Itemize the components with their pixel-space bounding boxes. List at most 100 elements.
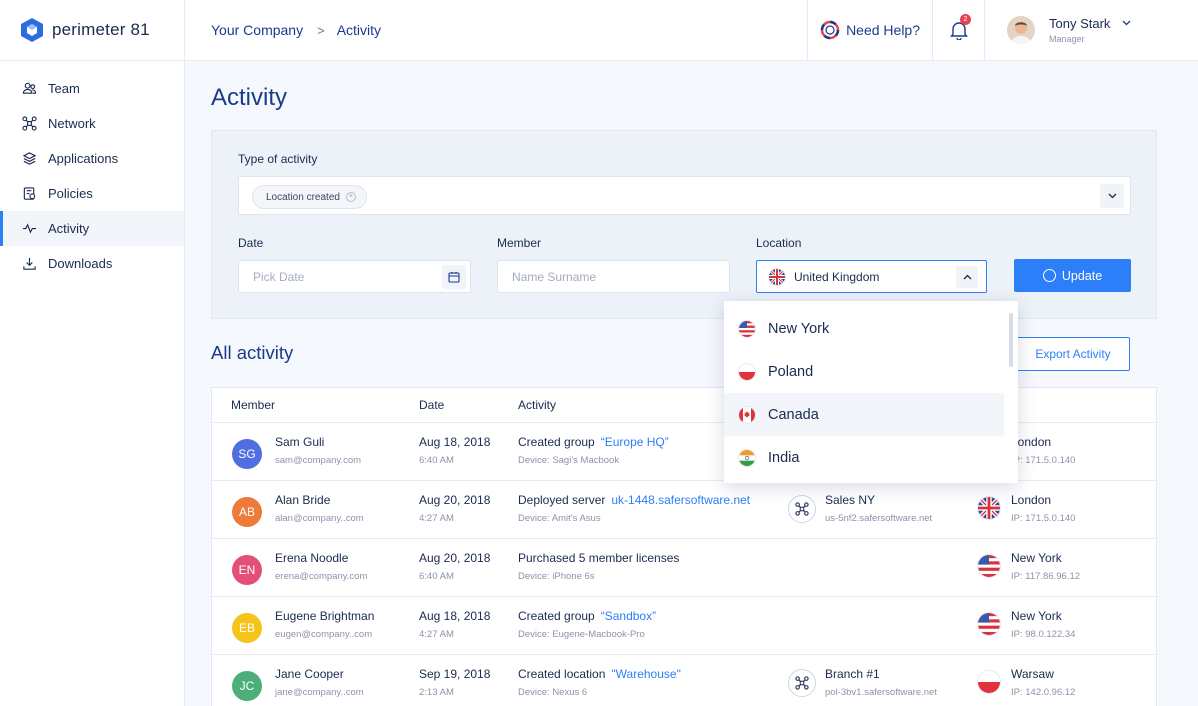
location-option-new-york[interactable]: New York [724, 307, 1018, 350]
location-option-india[interactable]: India [724, 436, 1018, 479]
sidebar-item-applications[interactable]: Applications [0, 141, 184, 176]
help-button[interactable]: Need Help? [807, 0, 932, 61]
chevron-up-icon[interactable] [956, 266, 978, 288]
location-name: New York [1011, 609, 1062, 623]
date-input[interactable] [253, 269, 413, 284]
network-host: pol-3bv1.safersoftware.net [825, 687, 937, 698]
chevron-right-icon: > [317, 22, 325, 38]
logo-icon [21, 18, 43, 42]
location-option-canada[interactable]: Canada [724, 393, 1004, 436]
column-header-member[interactable]: Member [231, 398, 276, 412]
chevron-down-icon [1122, 20, 1131, 26]
filter-panel: Type of activity Location created × Date… [211, 130, 1157, 319]
network-icon [22, 116, 37, 131]
activity-time: 2:13 AM [419, 687, 454, 698]
activity-target-link[interactable]: "Warehouse" [611, 667, 681, 681]
network-name: Branch #1 [825, 667, 880, 681]
sidebar-item-activity[interactable]: Activity [0, 211, 184, 246]
location-option-poland[interactable]: Poland [724, 350, 1018, 393]
location-value: United Kingdom [794, 269, 880, 284]
breadcrumb-current: Activity [336, 22, 382, 38]
member-label: Member [497, 236, 542, 250]
sidebar-item-network[interactable]: Network [0, 106, 184, 141]
sidebar-item-label: Applications [48, 151, 119, 166]
breadcrumb: Your Company > Activity [185, 22, 807, 38]
dropdown-scrollbar[interactable] [1009, 313, 1013, 367]
calendar-icon[interactable] [442, 265, 466, 289]
location-ip: IP: 117.86.96.12 [1011, 571, 1081, 582]
date-field[interactable] [238, 260, 471, 293]
notifications-button[interactable]: 2 [932, 0, 984, 61]
user-menu[interactable]: Tony Stark Manager [984, 0, 1198, 61]
sidebar-item-team[interactable]: Team [0, 71, 184, 106]
update-button[interactable]: Update [1014, 259, 1131, 292]
activity-description: Created location "Warehouse" [518, 667, 681, 681]
activity-description: Deployed server uk-1448.safersoftware.net [518, 493, 750, 507]
activity-icon [22, 223, 37, 234]
export-activity-button[interactable]: Export Activity [1016, 337, 1130, 371]
filter-chip-label: Location created [266, 191, 340, 203]
update-label: Update [1061, 268, 1103, 283]
activity-type-select[interactable]: Location created × [238, 176, 1131, 215]
member-avatar: AB [232, 497, 262, 527]
member-field[interactable] [497, 260, 730, 293]
activity-target-link[interactable]: uk-1448.safersoftware.net [611, 493, 751, 507]
member-avatar: JC [232, 671, 262, 701]
location-option-label: Poland [768, 363, 814, 380]
activity-device: Device: Nexus 6 [518, 687, 588, 698]
location-name: London [1011, 493, 1052, 507]
table-row[interactable]: EB Eugene Brightman eugen@company..com Aug … [212, 597, 1156, 655]
pl-flag-icon [978, 671, 1000, 693]
section-title: All activity [211, 342, 294, 363]
ca-flag-icon [739, 406, 755, 423]
pl-flag-icon [739, 363, 755, 380]
avatar [1007, 16, 1035, 44]
activity-target-link[interactable]: “Europe HQ” [600, 435, 669, 449]
in-flag-icon [739, 449, 755, 466]
table-row[interactable]: JC Jane Cooper jane@company..com Sep 19, 20… [212, 655, 1156, 706]
location-name: Warsaw [1011, 667, 1054, 681]
location-option-label: India [768, 449, 800, 466]
activity-date: Aug 18, 2018 [419, 609, 491, 623]
us-flag-icon [978, 555, 1000, 577]
uk-flag-icon [769, 268, 785, 285]
sidebar-nav: Team Network Applications Policies Activ… [0, 61, 184, 281]
activity-action: Purchased 5 member licenses [518, 551, 680, 565]
activity-action: Created group [518, 609, 595, 623]
notification-badge: 2 [960, 13, 971, 25]
close-icon[interactable]: × [345, 192, 356, 202]
breadcrumb-company[interactable]: Your Company [211, 22, 304, 38]
sidebar-item-label: Team [48, 81, 80, 96]
sidebar-item-label: Network [48, 116, 96, 131]
logo[interactable]: perimeter 81 [0, 0, 184, 61]
column-header-date[interactable]: Date [419, 398, 445, 412]
activity-time: 4:27 AM [419, 513, 454, 524]
sidebar-item-label: Policies [48, 186, 93, 201]
location-ip: IP: 142.0.96.12 [1011, 687, 1076, 698]
sidebar-item-downloads[interactable]: Downloads [0, 246, 184, 281]
sidebar-item-policies[interactable]: Policies [0, 176, 184, 211]
applications-icon [22, 152, 37, 165]
location-name: New York [1011, 551, 1062, 565]
member-name: Erena Noodle [275, 551, 349, 565]
filter-chip[interactable]: Location created × [252, 185, 367, 209]
member-input[interactable] [512, 269, 672, 284]
column-header-activity[interactable]: Activity [518, 398, 557, 412]
location-ip: IP: 98.0.122.34 [1011, 629, 1076, 640]
table-row[interactable]: AB Alan Bride alan@company..com Aug 20, 201… [212, 481, 1156, 539]
activity-target-link[interactable]: “Sandbox” [600, 609, 657, 623]
help-label: Need Help? [846, 22, 920, 38]
downloads-icon [23, 257, 36, 270]
chevron-down-icon[interactable] [1100, 184, 1124, 208]
member-name: Jane Cooper [275, 667, 344, 681]
activity-device: Device: iPhone 6s [518, 571, 595, 582]
activity-date: Aug 20, 2018 [419, 551, 491, 565]
activity-time: 6:40 AM [419, 455, 454, 466]
member-email: eugen@company..com [275, 629, 373, 640]
location-ip: IP: 171.5.0.140 [1011, 513, 1076, 524]
activity-device: Device: Sagi's Macbook [518, 455, 620, 466]
location-select[interactable]: United Kingdom [756, 260, 987, 293]
table-row[interactable]: EN Erena Noodle erena@company.com Aug 20, 2… [212, 539, 1156, 597]
member-name: Eugene Brightman [275, 609, 375, 623]
lifebuoy-icon [820, 20, 840, 40]
